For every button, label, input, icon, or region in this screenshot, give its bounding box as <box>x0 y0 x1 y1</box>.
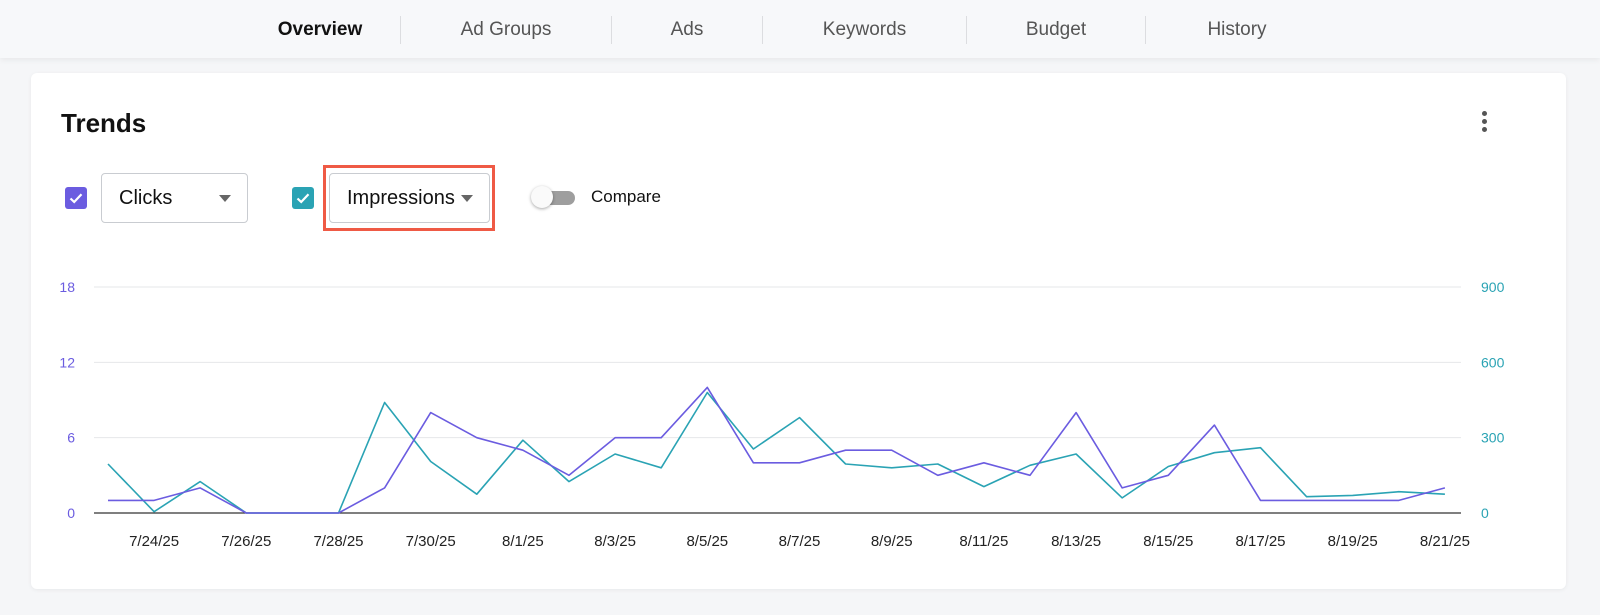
chevron-down-icon <box>461 195 473 202</box>
tab-bar: Overview Ad Groups Ads Keywords Budget H… <box>240 10 1328 50</box>
x-tick-label: 8/5/25 <box>686 533 728 550</box>
tab-overview[interactable]: Overview <box>277 19 363 40</box>
x-tick-label: 8/3/25 <box>594 533 636 550</box>
chevron-down-icon <box>219 195 231 202</box>
tab-ad-groups[interactable]: Ad Groups <box>460 19 552 40</box>
clicks-metric-select[interactable]: Clicks <box>101 173 248 223</box>
series-line-clicks <box>108 386 1446 514</box>
kebab-menu-icon[interactable] <box>1478 111 1490 137</box>
trends-chart: 0 6 12 18 0 300 600 900 7/24/25 7/26/25 7/28/25 7/3… <box>59 279 1505 550</box>
toggle-knob <box>531 186 553 208</box>
impressions-select-label: Impressions <box>347 186 455 209</box>
tab-divider <box>966 16 967 44</box>
y-left-tick-label: 0 <box>67 505 75 521</box>
clicks-select-label: Clicks <box>119 186 173 209</box>
clicks-checkbox[interactable] <box>65 187 87 209</box>
x-tick-label: 8/1/25 <box>502 533 544 550</box>
x-tick-label: 7/28/25 <box>313 533 363 550</box>
compare-toggle[interactable] <box>531 186 577 208</box>
x-tick-label: 8/15/25 <box>1143 533 1193 550</box>
x-tick-label: 8/21/25 <box>1420 533 1470 550</box>
compare-label: Compare <box>591 187 661 206</box>
tab-divider <box>1145 16 1146 44</box>
y-right-tick-label: 300 <box>1481 430 1505 446</box>
impressions-checkbox[interactable] <box>292 187 314 209</box>
tab-budget[interactable]: Budget <box>1025 19 1087 40</box>
series-line-impressions <box>107 391 1445 514</box>
x-tick-label: 8/19/25 <box>1328 533 1378 550</box>
tab-divider <box>762 16 763 44</box>
x-tick-label: 7/26/25 <box>221 533 271 550</box>
checkmark-icon <box>296 193 310 204</box>
tab-divider <box>400 16 401 44</box>
y-left-tick-label: 18 <box>59 279 75 295</box>
y-right-tick-label: 0 <box>1481 505 1489 521</box>
y-right-tick-label: 600 <box>1481 354 1505 370</box>
impressions-metric-select[interactable]: Impressions <box>329 173 490 223</box>
x-tick-label: 8/13/25 <box>1051 533 1101 550</box>
tab-history[interactable]: History <box>1207 19 1267 40</box>
y-right-tick-label: 900 <box>1481 279 1505 295</box>
y-left-tick-label: 6 <box>67 430 75 446</box>
card-title: Trends <box>61 108 147 138</box>
tab-ads[interactable]: Ads <box>670 19 704 40</box>
x-tick-label: 7/30/25 <box>406 533 456 550</box>
x-tick-label: 7/24/25 <box>129 533 179 550</box>
x-tick-label: 8/17/25 <box>1235 533 1285 550</box>
tab-keywords[interactable]: Keywords <box>822 19 907 40</box>
x-tick-label: 8/7/25 <box>779 533 821 550</box>
checkmark-icon <box>69 193 83 204</box>
x-tick-label: 8/9/25 <box>871 533 913 550</box>
top-navigation: Overview Ad Groups Ads Keywords Budget H… <box>0 0 1600 58</box>
y-left-tick-label: 12 <box>59 354 75 370</box>
x-tick-label: 8/11/25 <box>959 533 1008 550</box>
tab-divider <box>611 16 612 44</box>
trends-card: Trends Clicks Impressions Compare 0 6 12 18… <box>31 73 1566 589</box>
